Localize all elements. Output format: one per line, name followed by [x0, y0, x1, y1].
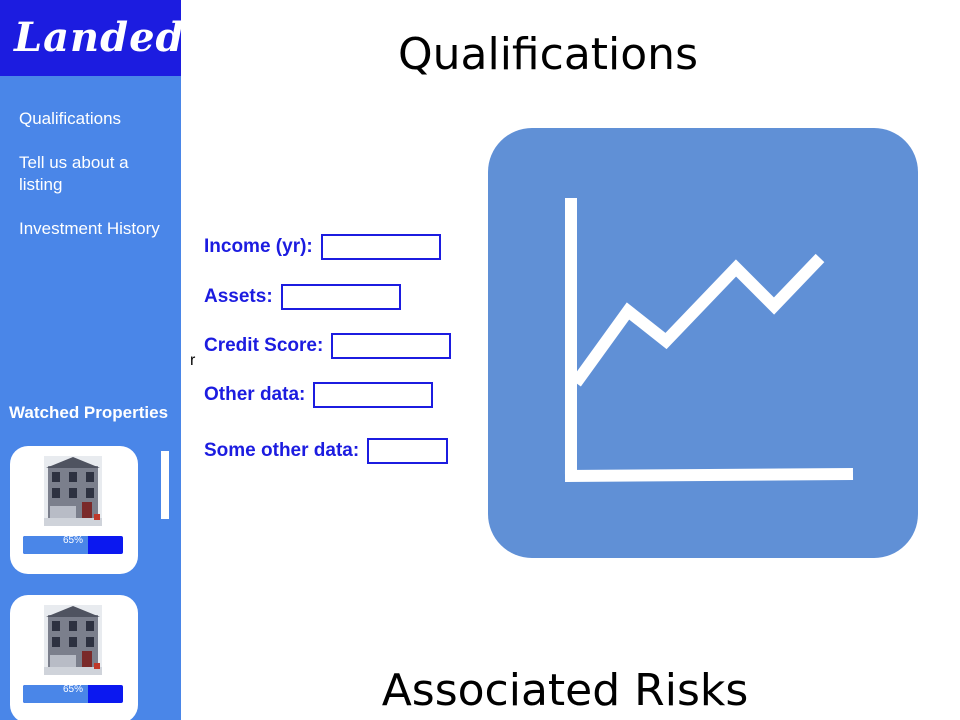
- scroll-handle[interactable]: [161, 451, 169, 519]
- other-data-input[interactable]: [313, 382, 434, 408]
- property-progress-bar: 65%: [23, 685, 123, 703]
- progress-fill: [23, 685, 88, 703]
- assets-label: Assets:: [204, 286, 273, 307]
- section-title-risks: Associated Risks: [381, 665, 749, 716]
- income-label: Income (yr):: [204, 236, 313, 257]
- watched-properties-heading: Watched Properties: [9, 403, 169, 422]
- form-row-income: Income (yr):: [204, 232, 441, 262]
- assets-input[interactable]: [280, 284, 401, 310]
- some-other-data-label: Some other data:: [204, 440, 360, 461]
- some-other-data-input[interactable]: [367, 438, 449, 464]
- stray-text: r: [190, 352, 196, 369]
- property-progress-bar: 65%: [23, 536, 123, 554]
- form-row-credit-score: Credit Score:: [204, 331, 452, 361]
- property-card[interactable]: 65%: [10, 595, 138, 720]
- page-title: Qualifications: [397, 29, 698, 80]
- logo-text: Landed.: [14, 14, 181, 61]
- sidebar: Landed. Qualifications Tell us about a l…: [0, 0, 181, 720]
- credit-score-input[interactable]: [331, 333, 452, 359]
- form-row-assets: Assets:: [204, 282, 401, 312]
- property-card[interactable]: 65%: [10, 446, 138, 574]
- nav-item-listing[interactable]: Tell us about a listing: [19, 153, 129, 194]
- progress-fill: [23, 536, 88, 554]
- income-input[interactable]: [320, 234, 441, 260]
- progress-label: 65%: [62, 685, 83, 695]
- progress-label: 65%: [62, 536, 83, 546]
- form-row-other-data: Other data:: [204, 380, 434, 410]
- line-chart-icon: [564, 198, 854, 482]
- form-row-some-other-data: Some other data:: [204, 436, 449, 466]
- credit-score-label: Credit Score:: [204, 335, 324, 356]
- house-photo-icon: [44, 456, 102, 526]
- chart-card: [488, 128, 918, 558]
- house-photo-icon: [44, 605, 102, 675]
- other-data-label: Other data:: [204, 384, 306, 405]
- nav-item-investment-history[interactable]: Investment History: [19, 219, 160, 238]
- brand-logo[interactable]: Landed.: [0, 0, 181, 76]
- nav-item-qualifications[interactable]: Qualifications: [19, 109, 122, 128]
